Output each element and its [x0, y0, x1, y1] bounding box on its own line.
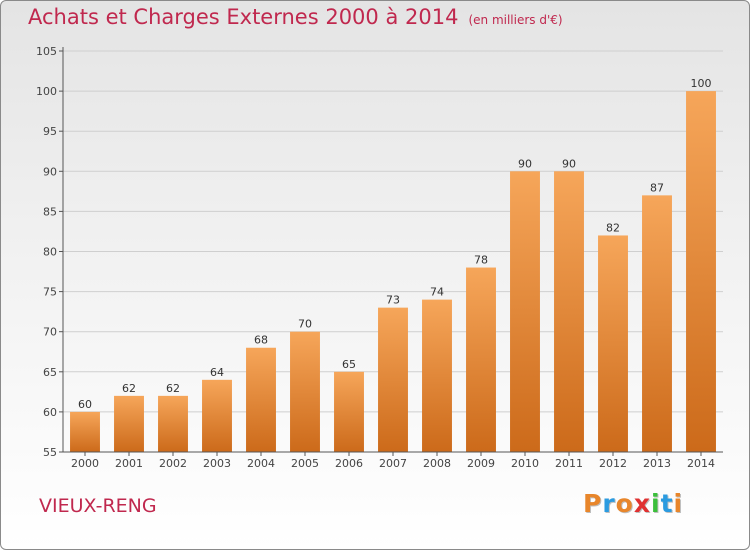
- logo-letter: P: [583, 489, 603, 518]
- data-label: 68: [254, 334, 268, 347]
- x-tick-label: 2006: [335, 457, 363, 470]
- x-tick-label: 2014: [687, 457, 715, 470]
- bar: [70, 411, 100, 452]
- y-tick-label: 95: [43, 125, 57, 138]
- logo-letter: i: [673, 489, 684, 518]
- x-tick-label: 2004: [247, 457, 275, 470]
- bar: [114, 395, 144, 452]
- bar: [202, 379, 232, 452]
- bar: [686, 91, 716, 452]
- logo-letter: r: [602, 489, 616, 518]
- x-tick-label: 2002: [159, 457, 187, 470]
- y-tick-label: 75: [43, 286, 57, 299]
- y-tick-label: 85: [43, 205, 57, 218]
- bar: [598, 235, 628, 452]
- data-label: 82: [606, 221, 620, 234]
- x-tick-label: 2013: [643, 457, 671, 470]
- bar: [642, 195, 672, 453]
- bar: [510, 171, 540, 453]
- x-tick-label: 2005: [291, 457, 319, 470]
- data-label: 90: [562, 157, 576, 170]
- data-label: 70: [298, 318, 312, 331]
- bar: [422, 299, 452, 452]
- x-tick-label: 2009: [467, 457, 495, 470]
- x-tick-label: 2007: [379, 457, 407, 470]
- y-tick-label: 105: [36, 45, 57, 58]
- y-tick-label: 65: [43, 366, 57, 379]
- y-tick-label: 55: [43, 446, 57, 459]
- y-tick-label: 90: [43, 165, 57, 178]
- y-tick-label: 70: [43, 326, 57, 339]
- x-tick-label: 2008: [423, 457, 451, 470]
- data-label: 78: [474, 254, 488, 267]
- y-tick-label: 60: [43, 406, 57, 419]
- data-label: 64: [210, 366, 224, 379]
- data-label: 62: [166, 382, 180, 395]
- bar: [246, 347, 276, 452]
- unit-label: (en milliers d'€): [468, 13, 563, 27]
- data-label: 90: [518, 157, 532, 170]
- proxiti-logo: Proxiti: [583, 489, 683, 518]
- x-tick-label: 2012: [599, 457, 627, 470]
- title-text: Achats et Charges Externes 2000 à 2014: [28, 5, 459, 29]
- x-tick-label: 2011: [555, 457, 583, 470]
- location-label: VIEUX-RENG: [39, 495, 157, 517]
- logo-letter: i: [651, 489, 661, 518]
- x-tick-label: 2000: [71, 457, 99, 470]
- bars: 60 62 62 64 68 70 65 73 74 78 90 90 82 87 100: [70, 77, 716, 453]
- y-tick-label: 100: [36, 85, 57, 98]
- x-tick-label: 2001: [115, 457, 143, 470]
- logo-letter: o: [615, 489, 634, 518]
- logo-letter: x: [633, 489, 651, 518]
- bar: [554, 171, 584, 453]
- bar: [466, 267, 496, 452]
- bar: [158, 395, 188, 452]
- data-label: 65: [342, 358, 356, 371]
- y-tick-label: 80: [43, 246, 57, 259]
- chart-title: Achats et Charges Externes 2000 à 2014 (e…: [28, 5, 563, 29]
- axes: 55 60 65 70 75 80 85 90 95 100 105 2000 2001 2002 2003…: [36, 45, 723, 470]
- data-label: 74: [430, 286, 444, 299]
- data-label: 73: [386, 294, 400, 307]
- bar: [378, 307, 408, 452]
- data-label: 87: [650, 181, 664, 194]
- x-tick-label: 2010: [511, 457, 539, 470]
- logo-letter: t: [660, 489, 674, 518]
- data-label: 100: [691, 77, 712, 90]
- x-tick-label: 2003: [203, 457, 231, 470]
- bar: [290, 331, 320, 452]
- bar: [334, 371, 364, 452]
- data-label: 62: [122, 382, 136, 395]
- data-label: 60: [78, 398, 92, 411]
